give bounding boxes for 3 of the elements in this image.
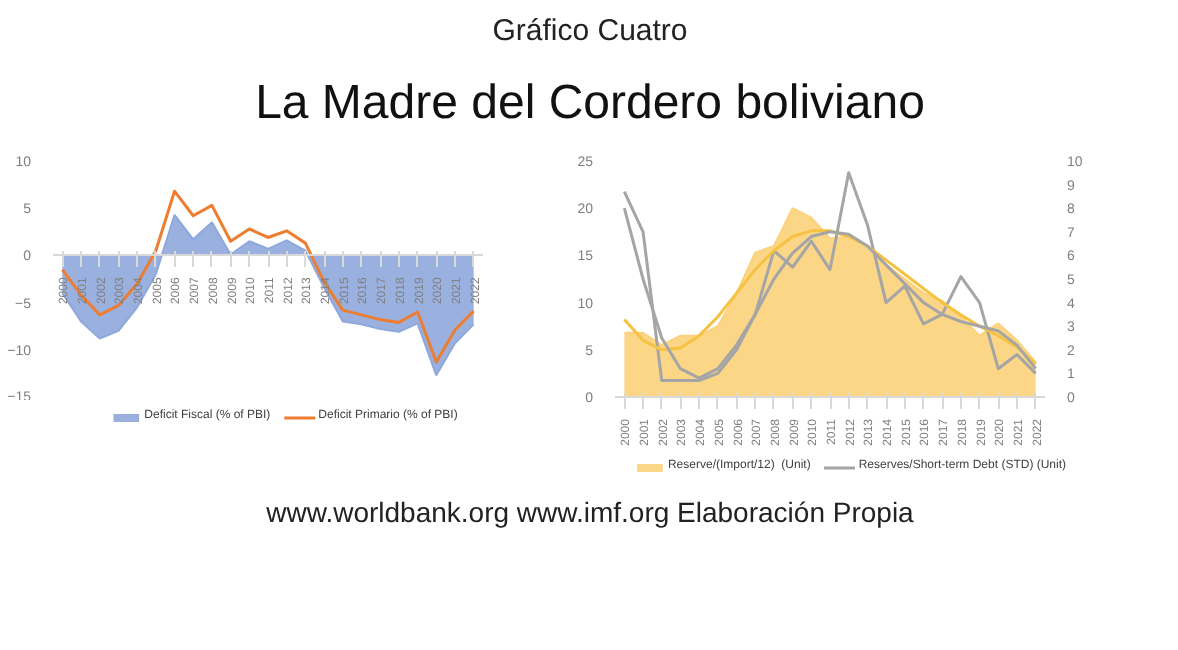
text: www.worldbank.org www.imf.org Elaboración Propia [266, 494, 914, 532]
text: Gráfico Cuatro [492, 12, 688, 52]
text: La Madre del Cordero boliviano [255, 74, 925, 134]
